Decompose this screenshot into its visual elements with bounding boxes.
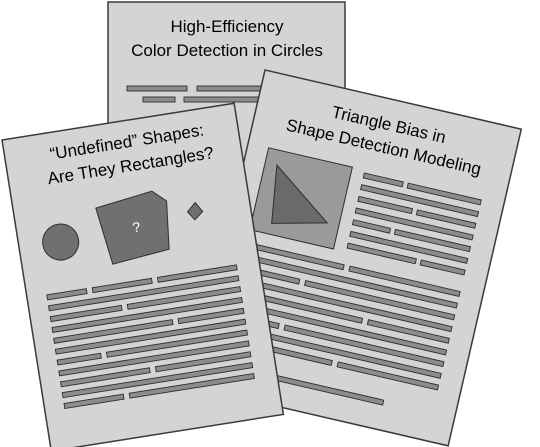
triangle-figure-icon xyxy=(271,163,329,224)
paper-back-title-line1: High-Efficiency xyxy=(170,17,284,36)
pentagon-shape-icon xyxy=(95,190,170,265)
diamond-shape-icon xyxy=(186,201,204,221)
circle-shape-icon xyxy=(42,223,80,261)
paper-right-figure xyxy=(249,147,353,250)
paper-back-title-line2: Color Detection in Circles xyxy=(131,41,323,60)
pentagon-question-mark: ? xyxy=(131,219,141,236)
paper-left: “Undefined” Shapes: Are They Rectangles?… xyxy=(1,102,285,447)
paper-left-text-lines xyxy=(46,264,255,410)
